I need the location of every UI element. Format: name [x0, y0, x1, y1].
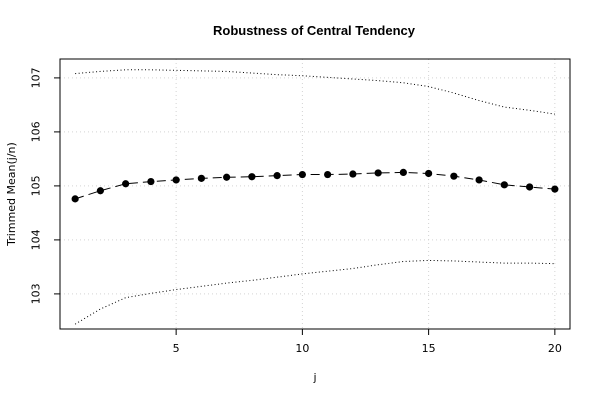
data-point-mean-14 — [399, 168, 407, 176]
data-point-mean-13 — [374, 169, 382, 177]
x-axis-label: j — [312, 371, 316, 384]
y-axis-label: Trimmed Mean(j/n) — [5, 142, 18, 247]
data-point-mean-12 — [349, 170, 357, 178]
x-axis: 5 10 15 20 — [173, 329, 562, 355]
y-tick-label-2: 105 — [30, 175, 43, 196]
data-point-mean-20 — [551, 185, 559, 193]
data-point-mean-8 — [248, 173, 256, 181]
data-point-mean-7 — [223, 173, 231, 181]
data-point-mean-19 — [526, 183, 534, 191]
chart-title: Robustness of Central Tendency — [213, 23, 416, 38]
data-point-mean-6 — [197, 174, 205, 182]
series-layer — [71, 69, 559, 325]
series-line-lower — [74, 259, 555, 325]
data-point-mean-16 — [450, 172, 458, 180]
data-point-mean-17 — [475, 176, 483, 184]
y-tick-label-3: 106 — [30, 121, 43, 142]
data-point-mean-10 — [298, 170, 306, 179]
y-axis: 103 104 105 106 107 — [30, 67, 60, 304]
data-point-mean-18 — [500, 181, 508, 189]
data-point-mean-2 — [96, 187, 104, 195]
grid — [60, 59, 570, 329]
series-line-mean — [74, 171, 555, 200]
plot-frame — [59, 58, 571, 330]
data-point-mean-15 — [425, 169, 433, 178]
y-tick-label-0: 103 — [30, 283, 43, 304]
data-point-mean-3 — [122, 180, 130, 188]
series-line-upper — [75, 69, 555, 115]
data-point-mean-5 — [172, 176, 180, 184]
y-tick-label-4: 107 — [30, 67, 43, 88]
data-point-mean-11 — [324, 170, 332, 179]
data-point-mean-9 — [273, 172, 281, 180]
x-tick-label-0: 5 — [173, 342, 180, 355]
data-point-mean-1 — [71, 195, 79, 203]
x-tick-label-1: 10 — [295, 342, 309, 355]
x-tick-label-2: 15 — [422, 342, 436, 355]
data-point-mean-4 — [147, 177, 155, 186]
x-tick-label-3: 20 — [548, 342, 562, 355]
y-tick-label-1: 104 — [30, 229, 43, 250]
